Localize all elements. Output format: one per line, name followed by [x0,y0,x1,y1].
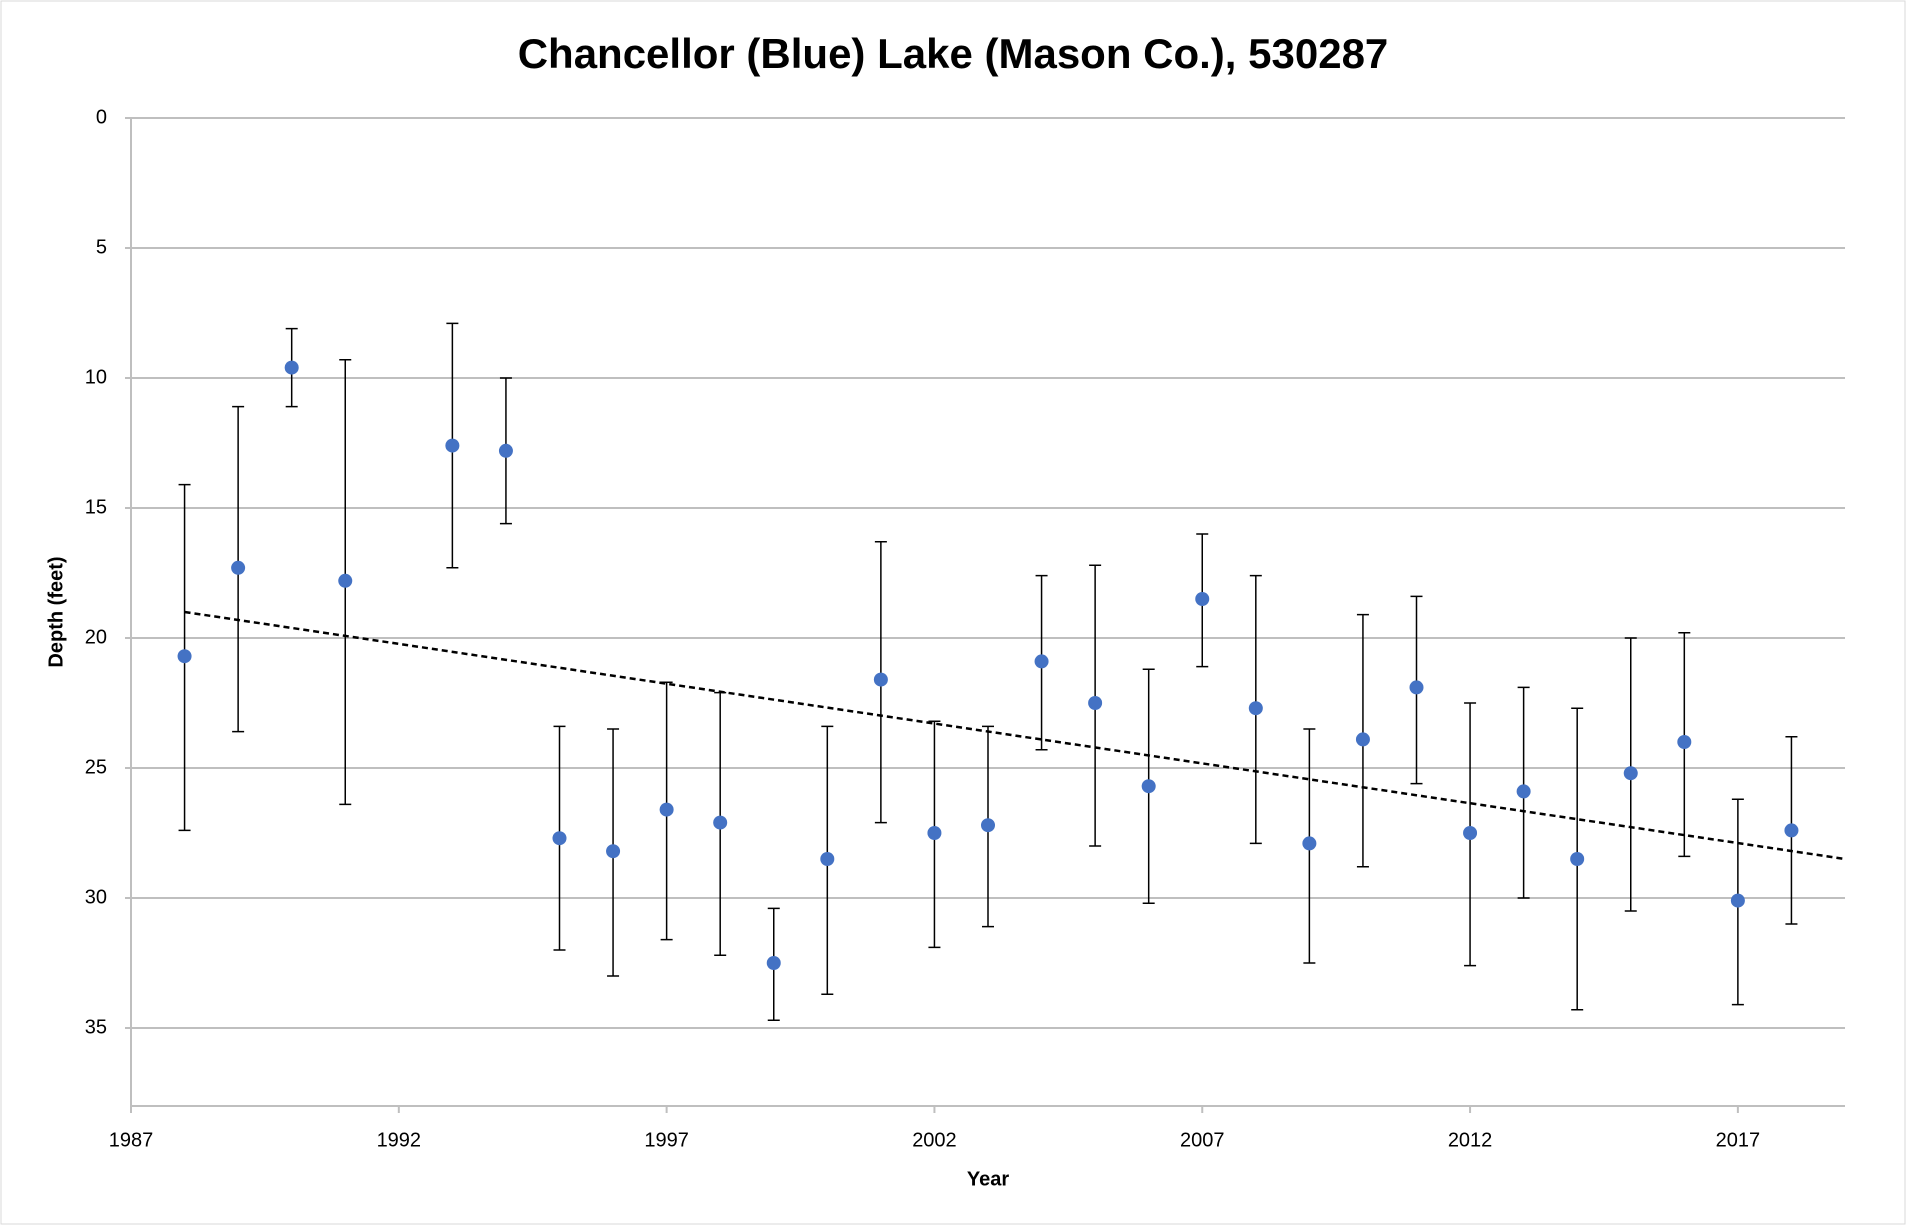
data-point [1516,784,1531,799]
data-point [1034,654,1049,669]
data-point [713,815,728,830]
data-point [338,573,353,588]
x-tick-label: 2007 [1180,1129,1225,1151]
data-point [1141,779,1156,794]
y-tick-label: 30 [85,886,107,908]
y-tick-label: 20 [85,626,107,648]
data-point [1088,696,1103,710]
data-point [1355,732,1370,747]
y-tick-label: 0 [96,106,107,128]
data-point [552,831,567,846]
x-tick-label: 2012 [1448,1129,1493,1151]
data-point [1623,766,1638,781]
data-point [284,360,299,375]
data-point [1784,823,1799,838]
x-tick-label: 2002 [912,1129,957,1151]
data-point [659,802,674,817]
y-tick-label: 35 [85,1016,107,1038]
data-point [1677,735,1692,749]
chart-title: Chancellor (Blue) Lake (Mason Co.), 5302… [518,30,1389,77]
data-point [177,649,192,664]
data-point [231,560,246,575]
data-point [1248,701,1263,716]
x-tick-label: 2017 [1716,1129,1761,1151]
x-tick-label: 1997 [644,1129,689,1151]
x-axis-title: Year [967,1168,1009,1190]
y-tick-label: 10 [85,366,107,388]
data-point [606,844,621,859]
data-point [1302,836,1317,851]
data-point [820,852,835,866]
data-point [1730,893,1745,908]
data-point [498,443,513,458]
data-point [445,438,460,453]
data-point [981,818,995,833]
x-tick-label: 1992 [377,1129,422,1151]
data-point [766,956,781,970]
y-tick-label: 5 [96,236,107,258]
y-axis-title: Depth (feet) [45,556,67,667]
data-point [873,672,888,687]
y-tick-label: 15 [85,496,107,518]
data-point [1195,592,1210,606]
data-point [1409,680,1424,695]
data-point [1463,826,1478,840]
data-point [927,826,942,840]
x-tick-label: 1987 [109,1129,154,1151]
data-point [1570,852,1585,866]
y-tick-label: 25 [85,756,107,778]
